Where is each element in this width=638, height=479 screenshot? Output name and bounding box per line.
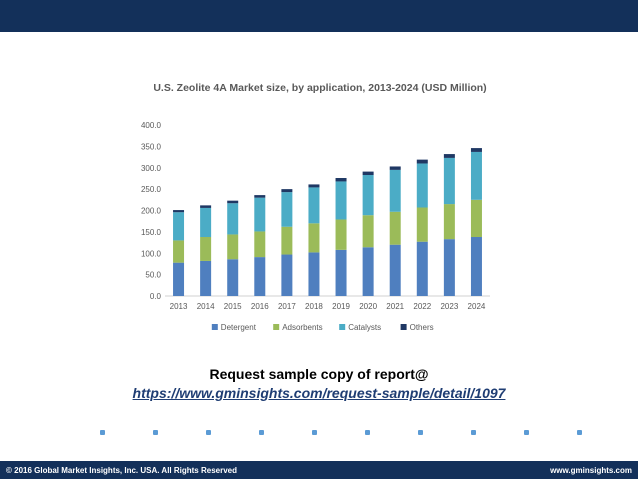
bar-segment-others — [362, 171, 374, 176]
bar-segment-detergent — [362, 247, 374, 296]
legend-label-adsorbents: Adsorbents — [282, 323, 322, 332]
x-tick-label: 2022 — [413, 302, 431, 311]
x-tick-label: 2020 — [359, 302, 377, 311]
bar-segment-others — [470, 148, 482, 152]
website-link[interactable]: www.gminsights.com — [550, 466, 632, 475]
bar-segment-others — [389, 166, 401, 170]
bar-segment-catalysts — [389, 169, 401, 212]
bar-segment-adsorbents — [227, 234, 239, 260]
bar-segment-others — [443, 154, 455, 158]
bar-segment-catalysts — [443, 157, 455, 205]
x-tick-label: 2021 — [386, 302, 404, 311]
divider-dot — [524, 430, 529, 435]
x-tick-label: 2015 — [224, 302, 242, 311]
bar-segment-catalysts — [173, 212, 185, 241]
bar-segment-adsorbents — [308, 223, 320, 253]
bar-segment-adsorbents — [281, 226, 293, 255]
bar-segment-detergent — [443, 239, 455, 296]
dot-divider — [100, 430, 590, 436]
x-tick-label: 2014 — [197, 302, 215, 311]
bar-segment-adsorbents — [335, 219, 347, 250]
y-tick-label: 50.0 — [145, 271, 161, 280]
bar-segment-catalysts — [362, 175, 374, 216]
legend-label-detergent: Detergent — [221, 323, 257, 332]
bar-segment-catalysts — [335, 181, 347, 220]
x-tick-label: 2024 — [468, 302, 486, 311]
copyright-text: © 2016 Global Market Insights, Inc. USA.… — [6, 466, 237, 475]
bar-segment-detergent — [470, 237, 482, 296]
bar-segment-detergent — [308, 252, 320, 296]
bar-segment-adsorbents — [470, 199, 482, 238]
top-banner — [0, 0, 638, 32]
divider-dot — [259, 430, 264, 435]
divider-dot — [100, 430, 105, 435]
bar-segment-detergent — [281, 254, 293, 296]
legend-swatch-catalysts — [339, 324, 346, 330]
x-tick-label: 2017 — [278, 302, 296, 311]
divider-dot — [206, 430, 211, 435]
bar-segment-others — [308, 184, 320, 188]
bar-segment-adsorbents — [416, 207, 428, 242]
legend-label-catalysts: Catalysts — [348, 323, 381, 332]
legend-swatch-detergent — [211, 324, 218, 330]
bar-segment-adsorbents — [362, 215, 374, 248]
bar-segment-others — [416, 159, 428, 164]
bar-segment-others — [281, 189, 293, 193]
bar-segment-adsorbents — [200, 237, 212, 261]
bar-segment-detergent — [335, 249, 347, 296]
bar-segment-catalysts — [308, 187, 320, 224]
divider-dot — [577, 430, 582, 435]
bar-segment-others — [254, 195, 266, 198]
stacked-bar-chart: 0.0 50.0 100.0 150.0 200.0 250.0 300.0 350.0 400… — [141, 121, 490, 332]
x-tick-label: 2016 — [251, 302, 269, 311]
bar-segment-adsorbents — [389, 211, 401, 245]
y-tick-label: 400.0 — [141, 121, 162, 130]
divider-dot — [365, 430, 370, 435]
bar-segment-others — [173, 210, 185, 213]
x-tick-label: 2019 — [332, 302, 350, 311]
x-tick-label: 2023 — [440, 302, 458, 311]
divider-dot — [471, 430, 476, 435]
chart-panel: U.S. Zeolite 4A Market size, by applicat… — [135, 70, 505, 340]
y-tick-label: 150.0 — [141, 228, 162, 237]
bar-segment-adsorbents — [254, 231, 266, 258]
request-sample-link[interactable]: https://www.gminsights.com/request-sampl… — [132, 385, 506, 401]
chart-title: U.S. Zeolite 4A Market size, by applicat… — [153, 82, 487, 94]
bar-segment-catalysts — [227, 203, 239, 235]
bar-segment-catalysts — [281, 192, 293, 227]
bar-segment-others — [335, 178, 347, 182]
footer-bar: © 2016 Global Market Insights, Inc. USA.… — [0, 461, 638, 479]
divider-dot — [153, 430, 158, 435]
bar-segment-adsorbents — [173, 240, 185, 263]
y-tick-label: 100.0 — [141, 249, 162, 258]
bar-segment-catalysts — [254, 197, 266, 232]
bar-segment-catalysts — [470, 151, 482, 200]
bar-segment-detergent — [254, 257, 266, 296]
y-tick-label: 350.0 — [141, 142, 162, 151]
bar-segment-detergent — [173, 262, 185, 296]
y-tick-label: 300.0 — [141, 164, 162, 173]
y-tick-label: 0.0 — [150, 292, 162, 301]
bar-segment-detergent — [416, 241, 428, 296]
x-tick-label: 2018 — [305, 302, 323, 311]
bar-segment-adsorbents — [443, 204, 455, 240]
bar-segment-detergent — [227, 259, 239, 296]
bar-segment-catalysts — [416, 163, 428, 208]
bar-segment-others — [227, 200, 239, 204]
divider-dot — [418, 430, 423, 435]
y-tick-label: 250.0 — [141, 185, 162, 194]
bar-segment-detergent — [200, 260, 212, 296]
bar-segment-others — [200, 205, 212, 208]
bar-segment-detergent — [389, 244, 401, 296]
bar-segment-catalysts — [200, 207, 212, 238]
legend-swatch-adsorbents — [273, 324, 280, 330]
y-tick-label: 200.0 — [141, 207, 162, 216]
x-tick-label: 2013 — [170, 302, 188, 311]
legend-label-others: Others — [410, 323, 434, 332]
request-sample-text: Request sample copy of report@ — [209, 366, 429, 382]
legend-swatch-others — [400, 324, 407, 330]
divider-dot — [312, 430, 317, 435]
